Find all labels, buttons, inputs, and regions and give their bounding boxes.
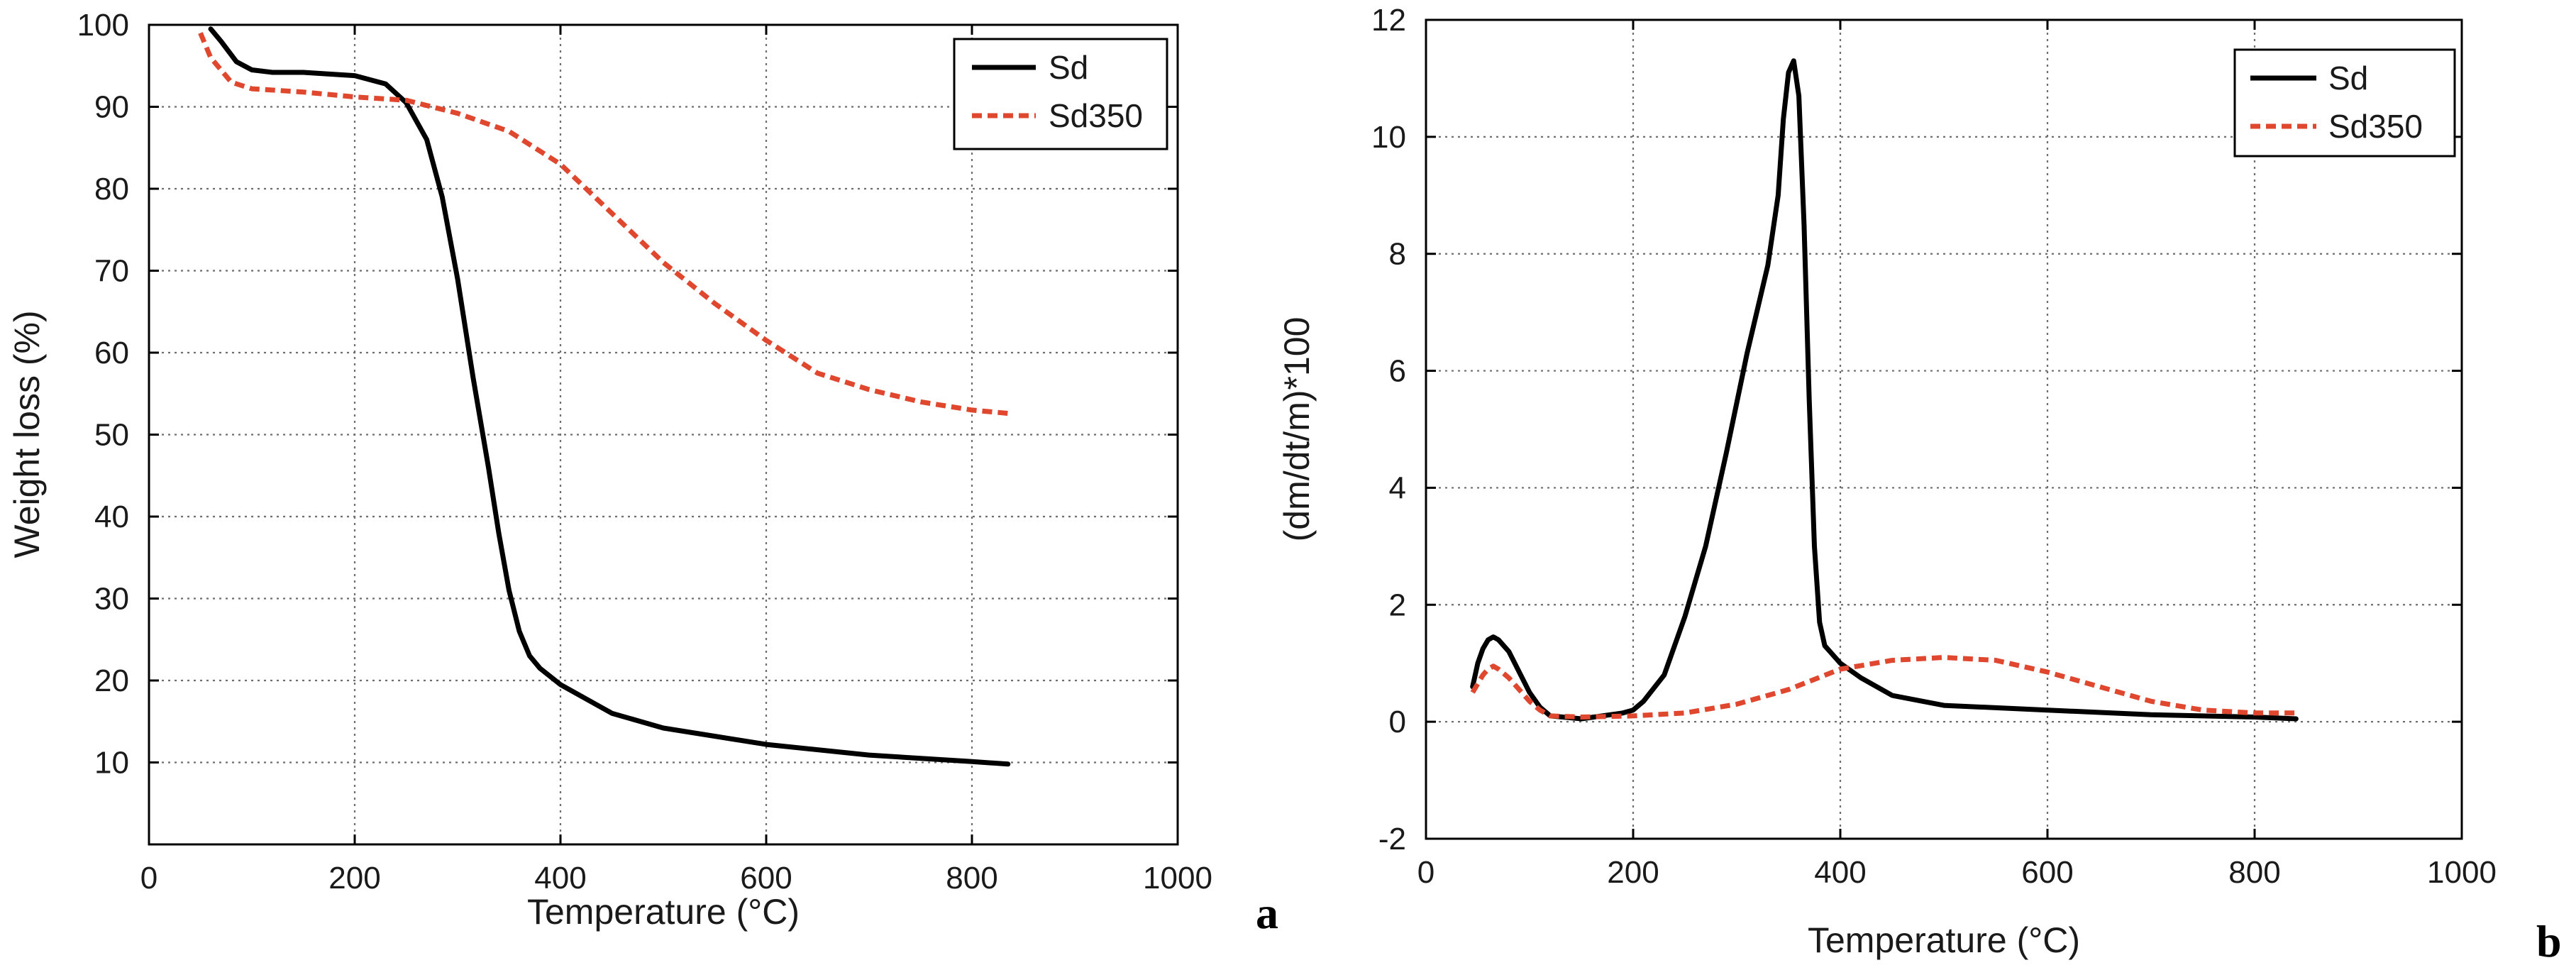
panel-a-y-tick-label: 40	[94, 500, 129, 534]
panel-b-legend-box	[2233, 48, 2456, 158]
panel-a-y-tick-label: 20	[94, 663, 129, 698]
panel-a-legend-label-sd350: Sd350	[1049, 97, 1143, 134]
panel-b-y-tick-label: 0	[1389, 705, 1406, 739]
panel-b-series-line-sd350	[1470, 655, 2296, 720]
panel-a-y-ticks: 10 20 30 40 50 60 70 80 90 100	[77, 8, 1178, 781]
panel-a-x-tick-label: 1000	[1143, 861, 1212, 895]
panel-a-legend: Sd Sd350	[953, 38, 1168, 150]
panel-a-y-tick-label: 90	[94, 90, 129, 125]
panel-a-y-tick-label: 10	[94, 746, 129, 781]
panel-b-y-tick-label: 4	[1389, 470, 1406, 505]
panel-b-y-tick-label: 2	[1389, 588, 1406, 622]
panel-b-x-tick-label: 600	[2021, 855, 2073, 890]
panel-b-x-tick-label: 1000	[2427, 855, 2497, 890]
panel-b-letter: b	[2536, 916, 2562, 966]
panel-a-y-tick-label: 100	[77, 8, 129, 43]
panel-b-x-tick-label: 200	[1607, 855, 1659, 890]
panel-b-y-ticks: -2 0 2 4 6 8 10 12	[1371, 3, 2462, 856]
panel-a-y-tick-label: 50	[94, 418, 129, 453]
panel-a-series-line-sd350	[198, 32, 1009, 416]
panel-a-weight-loss-chart: 0 200 400 600 800 1000 102030405060708090100 …	[7, 8, 1278, 938]
panel-b-dtg-chart: 0 200 400 600 800 1000 -2 0 2 4 6 8 10 12 Temperatur…	[1277, 3, 2562, 966]
panel-b-series	[1470, 58, 2299, 722]
panel-a-x-ticks: 0 200 400 600 800 1000	[140, 25, 1212, 895]
panel-a-y-tick-label: 30	[94, 582, 129, 617]
panel-a-x-tick-label: 400	[534, 861, 586, 895]
panel-b-x-tick-label: 0	[1417, 855, 1435, 890]
panel-a-x-tick-label: 800	[946, 861, 997, 895]
panel-b-y-tick-label: 10	[1371, 120, 1406, 155]
panel-b-x-axis-title: Temperature (°C)	[1808, 920, 2080, 960]
panel-a-y-tick-label: 70	[94, 254, 129, 289]
panel-a-y-tick-label: 60	[94, 336, 129, 370]
panel-a-x-tick-label: 600	[740, 861, 792, 895]
panel-a-x-tick-label: 200	[328, 861, 380, 895]
panel-b-y-tick-label: 8	[1389, 237, 1406, 272]
panel-b-y-tick-label: -2	[1378, 822, 1406, 856]
panel-a-legend-box	[953, 38, 1168, 150]
panel-b-y-axis-title: (dm/dt/m)*100	[1277, 317, 1317, 542]
panel-a-series	[198, 26, 1011, 767]
panel-b-plot-frame	[1425, 18, 2463, 840]
panel-b-x-tick-label: 400	[1814, 855, 1866, 890]
panel-b-legend-label-sd350: Sd350	[2328, 108, 2423, 145]
panel-a-series-line-sd	[208, 26, 1011, 767]
panel-b-y-tick-label: 12	[1371, 3, 1406, 38]
panel-a-legend-label-sd: Sd	[1049, 49, 1088, 86]
panel-b-legend: Sd Sd350	[2233, 48, 2456, 158]
panel-a-y-tick-label: 80	[94, 172, 129, 206]
panel-a-x-tick-label: 0	[140, 861, 157, 895]
panel-b-legend-label-sd: Sd	[2328, 60, 2368, 97]
panel-b-x-tick-label: 800	[2228, 855, 2280, 890]
panel-a-y-axis-title: Weight loss (%)	[7, 310, 47, 558]
panel-a-letter: a	[1256, 888, 1278, 938]
panel-b-y-tick-label: 6	[1389, 354, 1406, 389]
panel-a-x-axis-title: Temperature (°C)	[527, 892, 800, 932]
panel-b-series-line-sd	[1470, 58, 2299, 722]
panel-b-x-ticks: 0 200 400 600 800 1000	[1417, 20, 2497, 890]
